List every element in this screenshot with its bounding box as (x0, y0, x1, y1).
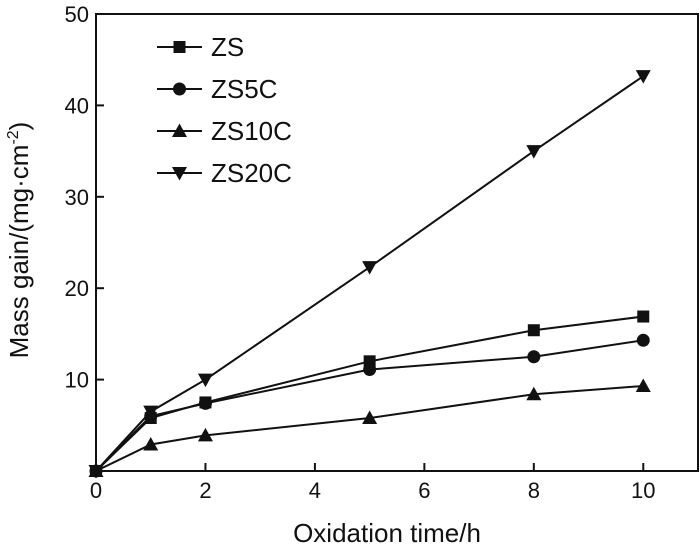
plot-border (95, 13, 699, 472)
x-axis-ticks: 0 2 4 6 8 10 (90, 463, 656, 503)
series-line-zs (95, 315, 644, 472)
x-tick-label: 10 (631, 478, 655, 503)
y-tick-label: 20 (65, 276, 89, 301)
legend-item-zs10c: ZS10C (157, 116, 292, 146)
y-tick-label: 40 (65, 93, 89, 118)
series-line-zs20c (95, 75, 644, 472)
data-point-zs20c (143, 405, 159, 420)
data-point-zs (637, 310, 650, 323)
legend-label: ZS (211, 32, 244, 62)
legend-marker (172, 167, 187, 181)
data-point-zs10c (362, 410, 378, 424)
legend: ZS ZS5C ZS10C ZS20C (157, 32, 292, 188)
legend-marker (173, 82, 186, 96)
data-point-zs20c (197, 373, 213, 388)
legend-marker (172, 123, 187, 137)
y-axis-title-suffix: ) (4, 122, 34, 131)
series-zs20c (88, 70, 651, 479)
data-point-zs5c (527, 350, 541, 364)
y-tick-label: 10 (65, 368, 89, 393)
series-zs (90, 310, 650, 477)
series-layer (88, 70, 651, 479)
x-tick-label: 8 (528, 478, 540, 503)
data-point-zs20c (88, 465, 104, 479)
x-axis-title: Oxidation time/h (293, 518, 481, 547)
y-tick-label: 30 (65, 185, 89, 210)
legend-marker (173, 41, 186, 53)
x-tick-label: 6 (418, 478, 430, 503)
data-point-zs5c (636, 333, 650, 347)
x-tick-label: 4 (309, 478, 321, 503)
legend-item-zs20c: ZS20C (157, 158, 292, 188)
data-point-zs10c (526, 386, 542, 401)
data-point-zs10c (197, 427, 213, 442)
data-point-zs10c (635, 378, 651, 392)
series-line-zs5c (95, 339, 644, 472)
legend-item-zs5c: ZS5C (157, 74, 277, 104)
legend-item-zs: ZS (157, 32, 244, 62)
data-point-zs (527, 324, 540, 337)
data-point-zs5c (363, 363, 377, 377)
data-point-zs20c (526, 145, 542, 159)
y-axis-title-superscript: -2 (5, 130, 22, 144)
y-axis-title-main: Mass gain/(mg·cm (4, 145, 34, 359)
y-axis-ticks: 10 20 30 40 50 (65, 2, 104, 393)
series-line-zs10c (95, 385, 644, 472)
data-point-zs20c (362, 261, 378, 275)
x-tick-label: 0 (90, 478, 102, 503)
data-point-zs10c (143, 436, 159, 451)
plot-frame (95, 13, 699, 472)
y-tick-label: 50 (65, 2, 89, 27)
y-axis-title: Mass gain/(mg·cm-2) (4, 122, 34, 359)
data-point-zs5c (198, 396, 212, 410)
series-zs10c (88, 378, 651, 477)
x-tick-label: 2 (199, 478, 211, 503)
legend-label: ZS5C (211, 74, 277, 104)
data-point-zs20c (635, 70, 651, 84)
legend-label: ZS10C (211, 116, 292, 146)
legend-label: ZS20C (211, 158, 292, 188)
